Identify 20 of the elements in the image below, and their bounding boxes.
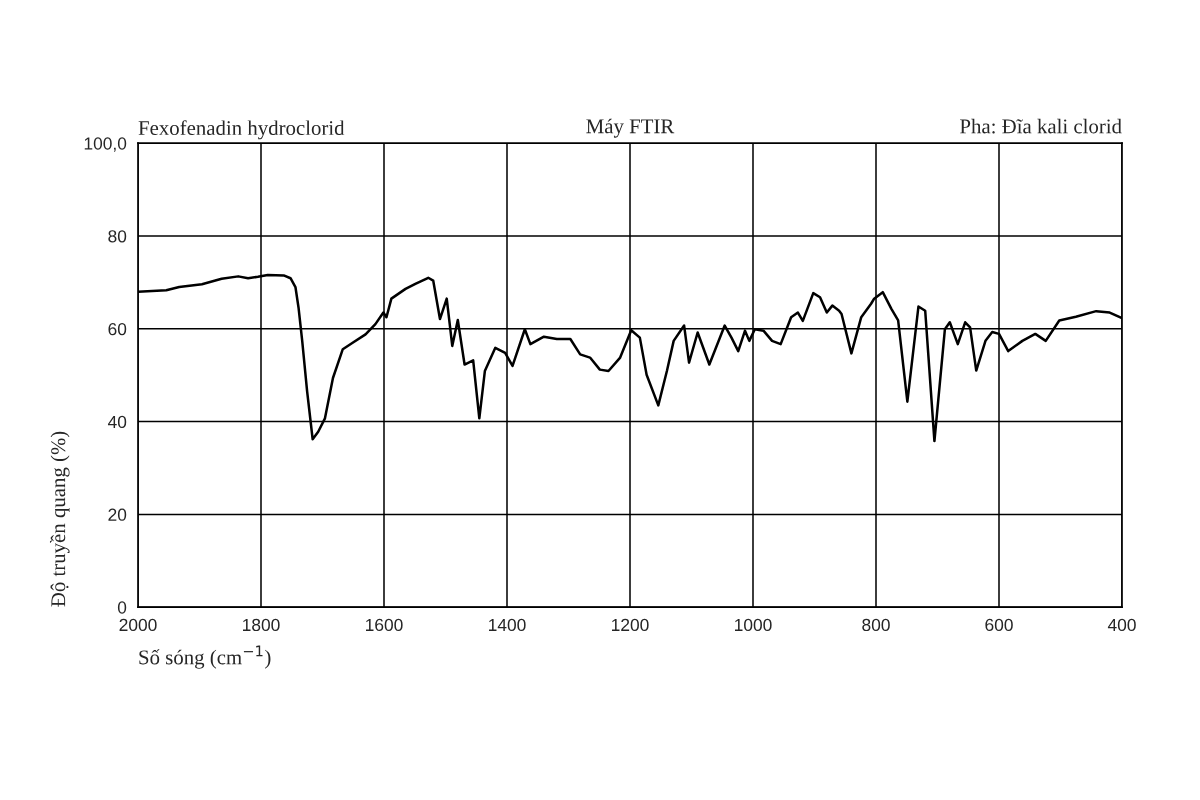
y-tick-label: 80 [108, 230, 127, 243]
x-tick-label: 1200 [612, 618, 649, 632]
x-axis-title: Số sóng (cm$^{−1}$) [139, 645, 271, 669]
y-axis-title: Độ truyền quang (%) [49, 431, 70, 607]
x-tick-label: 400 [1107, 618, 1136, 632]
x-tick-label: 1400 [489, 618, 526, 632]
text: Máy FTIR [586, 118, 675, 138]
x-tick-label: 800 [862, 618, 890, 632]
y-tick-label: 0 [117, 601, 127, 614]
text: Pha: Đĩa kali clorid [960, 118, 1122, 134]
x-tick-label: 2000 [119, 618, 157, 632]
x-tick-label: 1800 [243, 618, 280, 632]
x-tick-label: 600 [985, 618, 1013, 632]
x-tick-label: 1000 [735, 618, 772, 632]
y-tick-label: 60 [108, 322, 127, 336]
chart-title: Fexofenadin hydroclorid [138, 120, 345, 140]
y-tick-label: 40 [107, 415, 127, 429]
y-tick-label: 100,0 [84, 137, 127, 152]
x-tick-label: 1600 [366, 618, 403, 632]
y-tick-label: 20 [108, 508, 127, 521]
